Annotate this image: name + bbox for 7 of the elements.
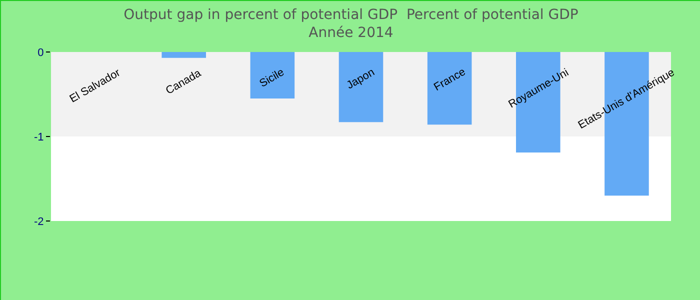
chart-subtitle: Année 2014 — [308, 25, 394, 42]
y-tick-label: -2 — [34, 216, 44, 228]
x-tick-label: Sicile — [258, 66, 286, 90]
chart-title: Output gap in percent of potential GDP Percent of potential GDP — [124, 7, 578, 23]
x-tick-label: Japon — [344, 66, 377, 92]
y-tick-label: 0 — [38, 46, 44, 59]
y-tick-label: -1 — [34, 131, 44, 144]
